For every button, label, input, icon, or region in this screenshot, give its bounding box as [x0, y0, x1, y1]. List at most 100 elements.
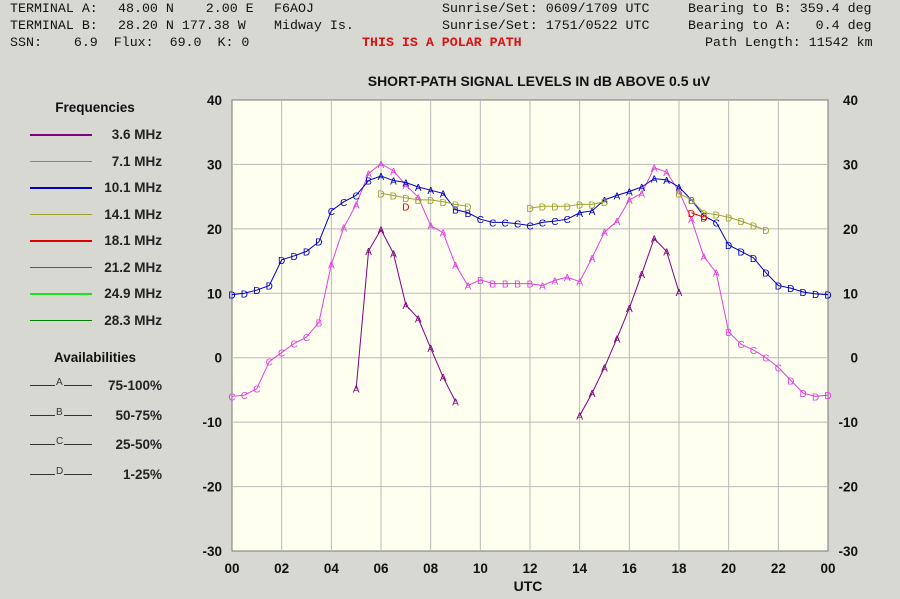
data-point-marker: A — [676, 187, 683, 198]
y-tick-label-right: -10 — [838, 415, 858, 430]
legend-label: 3.6 MHz — [111, 127, 162, 142]
path-length: Path Length: 11542 km — [705, 35, 873, 50]
ssn-flux-k: SSN: 6.9 Flux: 69.0 K: 0 — [10, 35, 250, 50]
data-point-marker: B — [452, 206, 459, 217]
legend-swatch — [30, 266, 92, 268]
data-point-marker: B — [527, 280, 534, 291]
data-point-marker: C — [477, 215, 484, 226]
data-point-marker: C — [526, 222, 533, 233]
frequency-legend-item: 14.1 MHz — [0, 205, 170, 225]
legend-swatch — [30, 160, 92, 162]
x-tick-label: 22 — [771, 561, 786, 576]
data-point-marker: D — [737, 217, 744, 228]
data-point-marker: D — [750, 254, 757, 265]
data-point-marker: D — [601, 198, 608, 209]
data-point-marker: C — [303, 333, 310, 344]
data-point-marker: A — [576, 278, 583, 289]
data-point-marker: B — [514, 280, 521, 291]
legend-label: 10.1 MHz — [104, 180, 162, 195]
data-point-marker: A — [415, 183, 422, 194]
terminal-a-bearing: Bearing to B: 359.4 deg — [688, 1, 872, 16]
data-point-marker: A — [614, 217, 621, 228]
y-tick-label-left: 30 — [207, 157, 222, 172]
availability-letter: A — [55, 377, 64, 388]
data-point-marker: D — [377, 189, 384, 200]
legend-swatch — [30, 319, 92, 321]
data-point-marker: D — [762, 226, 769, 237]
data-point-marker: A — [651, 175, 658, 186]
x-tick-label: 16 — [622, 561, 638, 576]
data-point-marker: D — [402, 202, 409, 213]
chart-title: SHORT-PATH SIGNAL LEVELS IN dB ABOVE 0.5… — [368, 73, 711, 89]
data-point-marker: C — [489, 218, 496, 229]
frequency-legend-item: 21.2 MHz — [0, 258, 170, 278]
data-point-marker: A — [638, 183, 645, 194]
frequency-legend-item: 18.1 MHz — [0, 231, 170, 251]
data-point-marker: D — [539, 202, 546, 213]
data-point-marker: A — [614, 334, 621, 345]
data-point-marker: D — [241, 289, 248, 300]
data-point-marker: C — [762, 354, 769, 365]
data-point-marker: A — [589, 254, 596, 265]
x-tick-label: 18 — [671, 561, 687, 576]
availability-label: 50-75% — [115, 407, 162, 423]
legend-label: 14.1 MHz — [104, 206, 162, 222]
y-tick-label-left: -30 — [202, 544, 222, 559]
x-tick-label: 10 — [473, 561, 488, 576]
availability-letter: D — [55, 465, 65, 477]
x-tick-label: 04 — [324, 561, 340, 576]
x-tick-label: 00 — [820, 561, 835, 576]
data-point-marker: D — [290, 252, 297, 263]
terminal-b-bearing: Bearing to A: 0.4 deg — [688, 18, 872, 33]
data-point-marker: C — [253, 385, 260, 396]
x-tick-label: 12 — [522, 561, 537, 576]
data-point-marker: B — [465, 209, 472, 220]
data-point-marker: D — [700, 209, 707, 220]
legend-swatch — [30, 134, 92, 136]
availability-letter: C — [55, 436, 65, 447]
frequency-legend-item: 3.6 MHz — [0, 125, 170, 145]
availability-legend-item: B 50-75% — [0, 406, 170, 426]
frequency-legend-item: 10.1 MHz — [0, 178, 170, 198]
data-point-marker: A — [340, 224, 347, 235]
data-point-marker: A — [539, 282, 546, 293]
availability-legend-item: A 75-100% — [0, 376, 170, 396]
data-point-marker: B — [489, 280, 496, 291]
data-point-marker: D — [551, 202, 558, 213]
data-point-marker: D — [787, 284, 794, 295]
y-tick-label-right: -20 — [838, 480, 858, 495]
data-point-marker: C — [353, 191, 360, 202]
data-point-marker: A — [576, 412, 583, 423]
x-tick-label: 06 — [373, 561, 389, 576]
series-line — [678, 192, 767, 231]
data-point-marker: D — [688, 209, 695, 220]
x-tick-label: 00 — [224, 561, 239, 576]
y-tick-label-left: 20 — [207, 222, 222, 237]
data-point-marker: D — [464, 202, 471, 213]
data-point-marker: D — [762, 269, 769, 280]
data-point-marker: A — [589, 389, 596, 400]
data-point-marker: A — [378, 160, 385, 171]
data-point-marker: D — [253, 286, 260, 297]
series-line — [691, 212, 705, 218]
y-tick-label-left: -20 — [202, 480, 222, 495]
data-point-marker: A — [452, 398, 459, 409]
availability-label: 75-100% — [107, 378, 162, 393]
data-point-marker: A — [365, 247, 372, 258]
data-point-marker: A — [638, 189, 645, 200]
data-point-marker: D — [315, 238, 322, 249]
data-point-marker: A — [663, 176, 670, 187]
data-point-marker: D — [824, 391, 831, 402]
data-point-marker: C — [750, 346, 757, 357]
series-line — [231, 163, 829, 397]
data-point-marker: A — [663, 247, 670, 258]
terminal-b-coords: 28.20 N 177.38 W — [118, 18, 246, 33]
data-point-marker: A — [452, 261, 459, 272]
data-point-marker: C — [514, 220, 521, 231]
availability-label: 25-50% — [115, 437, 162, 452]
data-point-marker: A — [390, 167, 397, 178]
data-point-marker: A — [601, 228, 608, 239]
data-point-marker: A — [564, 273, 571, 284]
availability-legend-item: C 25-50% — [0, 435, 170, 455]
